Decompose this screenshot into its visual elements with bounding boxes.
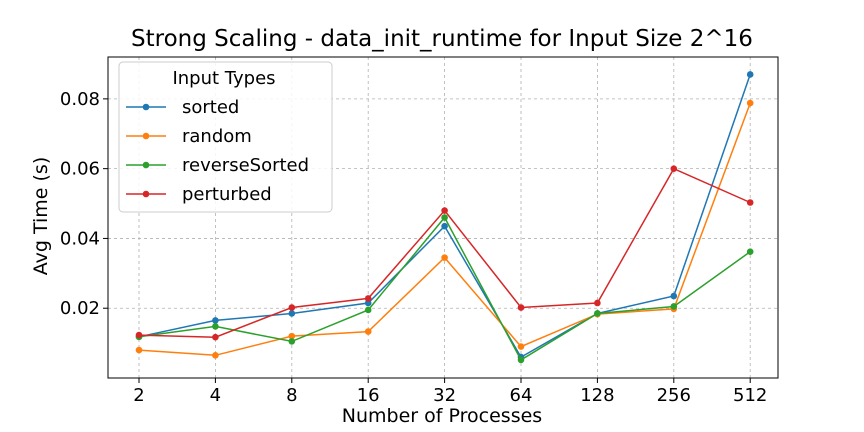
y-tick-label: 0.06 bbox=[60, 159, 100, 180]
x-tick-label: 128 bbox=[580, 385, 614, 406]
x-tick-label: 4 bbox=[210, 385, 221, 406]
data-point-perturbed bbox=[135, 331, 143, 339]
legend-box bbox=[118, 61, 333, 213]
data-point-sorted bbox=[288, 310, 296, 317]
data-point-random bbox=[135, 346, 143, 354]
data-point-perturbed bbox=[441, 207, 448, 214]
data-point-random bbox=[288, 332, 296, 340]
legend-swatch-marker-perturbed bbox=[142, 190, 150, 198]
data-point-perturbed bbox=[670, 165, 678, 172]
legend-title: Input Types bbox=[172, 68, 275, 89]
data-point-random bbox=[364, 328, 372, 335]
grid-lines bbox=[108, 57, 778, 378]
data-point-random bbox=[517, 343, 525, 350]
data-point-perturbed bbox=[517, 304, 525, 311]
series-perturbed bbox=[135, 165, 754, 341]
legend-swatch-marker-sorted bbox=[142, 103, 150, 111]
data-point-reverse-sorted bbox=[364, 306, 372, 314]
y-axis-label: Avg Time (s) bbox=[30, 157, 52, 276]
data-point-reverse-sorted bbox=[746, 248, 754, 255]
legend-swatch-marker-random bbox=[142, 132, 150, 140]
data-point-perturbed bbox=[364, 295, 372, 302]
data-point-perturbed bbox=[594, 299, 601, 307]
x-tick-label: 8 bbox=[286, 385, 297, 406]
y-tick-label: 0.02 bbox=[60, 298, 100, 319]
data-point-perturbed bbox=[746, 199, 754, 206]
data-point-sorted bbox=[212, 317, 219, 324]
data-point-sorted bbox=[670, 292, 678, 300]
data-point-reverse-sorted bbox=[441, 214, 448, 221]
legend-label-sorted: sorted bbox=[182, 97, 239, 118]
data-point-reverse-sorted bbox=[517, 356, 525, 364]
y-tick-label: 0.04 bbox=[60, 228, 100, 249]
data-point-random bbox=[441, 254, 448, 261]
data-point-perturbed bbox=[288, 304, 296, 311]
data-point-sorted bbox=[746, 71, 754, 78]
series-layer bbox=[135, 71, 754, 364]
series-random bbox=[135, 99, 754, 359]
data-point-reverse-sorted bbox=[670, 303, 678, 310]
legend-swatch-marker-reverse-sorted bbox=[142, 161, 150, 169]
legend: Input Types sorted random reverseSorted pert… bbox=[118, 61, 333, 213]
x-tick-label: 32 bbox=[433, 385, 456, 406]
legend-label-reverse-sorted: reverseSorted bbox=[182, 155, 309, 176]
plot-frame bbox=[107, 56, 779, 379]
x-tick-label: 16 bbox=[357, 385, 380, 406]
x-tick-label: 64 bbox=[510, 385, 533, 406]
data-point-reverse-sorted bbox=[288, 338, 296, 345]
legend-label-random: random bbox=[182, 126, 252, 147]
data-point-sorted bbox=[364, 299, 372, 307]
x-axis-label: Number of Processes bbox=[342, 405, 542, 427]
data-point-random bbox=[212, 352, 219, 359]
axis-ticks: 2 4 8 16 32 64 128 256 512 0.02 0.04 0.06 0.08 bbox=[60, 89, 767, 406]
x-tick-label: 512 bbox=[733, 385, 767, 406]
data-point-random bbox=[746, 99, 754, 107]
x-tick-label: 2 bbox=[133, 385, 144, 406]
legend-label-perturbed: perturbed bbox=[182, 184, 272, 205]
data-point-perturbed bbox=[212, 333, 219, 341]
data-point-sorted bbox=[441, 222, 448, 230]
data-point-reverse-sorted bbox=[594, 310, 601, 317]
data-point-reverse-sorted bbox=[212, 323, 219, 330]
chart-title: Strong Scaling - data_init_runtime for I… bbox=[131, 26, 753, 52]
x-tick-label: 256 bbox=[657, 385, 691, 406]
y-tick-label: 0.08 bbox=[60, 89, 100, 110]
